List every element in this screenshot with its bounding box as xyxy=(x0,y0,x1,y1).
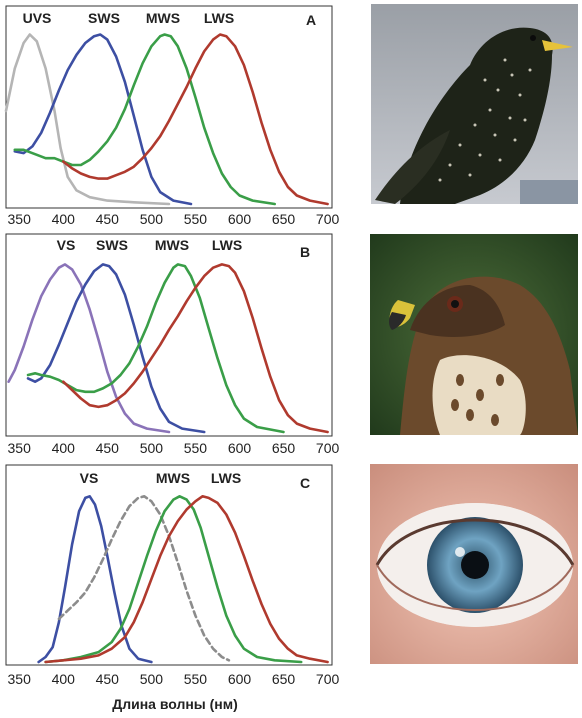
curve-lws-panel-b xyxy=(62,263,329,434)
tick-label-700-panel-a: 700 xyxy=(316,211,340,227)
tick-label-500-panel-b: 500 xyxy=(140,440,164,456)
panel-b-frame xyxy=(5,233,333,437)
tick-label-400-panel-a: 400 xyxy=(52,211,76,227)
tick-label-600-panel-b: 600 xyxy=(228,440,252,456)
label-mws-a: MWS xyxy=(146,10,180,26)
label-lws-a: LWS xyxy=(204,10,234,26)
label-lws-c: LWS xyxy=(211,470,241,486)
tick-label-700-panel-b: 700 xyxy=(316,440,340,456)
hawk-photo xyxy=(370,234,578,435)
label-mws-b: MWS xyxy=(155,237,189,253)
panel-c-frame xyxy=(5,464,333,666)
label-vs-b: VS xyxy=(57,237,76,253)
label-vs-c: VS xyxy=(80,470,99,486)
tick-label-400-panel-b: 400 xyxy=(52,440,76,456)
tick-label-550-panel-b: 550 xyxy=(184,440,208,456)
panel-a-letter: A xyxy=(306,12,316,28)
curve-lws-panel-c xyxy=(44,495,329,664)
panel-a-curves xyxy=(4,33,329,206)
tick-label-700-panel-c: 700 xyxy=(316,671,340,687)
panel-c-curves xyxy=(37,495,329,664)
label-sws-a: SWS xyxy=(88,10,120,26)
label-lws-b: LWS xyxy=(212,237,242,253)
human-eye-photo xyxy=(370,464,578,664)
panel-c-letter: C xyxy=(300,475,310,491)
starling-photo xyxy=(371,4,578,204)
curve-vs-panel-b xyxy=(7,263,171,434)
curve-lws-panel-a xyxy=(62,33,329,206)
curve-mws-panel-b xyxy=(26,263,285,434)
tick-label-400-panel-c: 400 xyxy=(52,671,76,687)
curve-uvs-panel-a xyxy=(4,33,171,206)
curve-vs-panel-c xyxy=(37,495,153,664)
tick-label-450-panel-b: 450 xyxy=(96,440,120,456)
panel-b-curves xyxy=(7,263,329,434)
panel-b-tick-labels: 350 400 450 500 550 600 650 700 xyxy=(8,440,340,456)
tick-label-450-panel-c: 450 xyxy=(96,671,120,687)
tick-label-600-panel-c: 600 xyxy=(228,671,252,687)
curve-mws-panel-a xyxy=(13,33,276,206)
label-uvs: UVS xyxy=(23,10,52,26)
curve-dashed-reference-panel-c xyxy=(57,495,231,662)
curve-mws-panel-c xyxy=(44,495,303,664)
tick-label-550-panel-c: 550 xyxy=(184,671,208,687)
tick-label-350-panel-b: 350 xyxy=(8,440,32,456)
label-mws-c: MWS xyxy=(156,470,190,486)
panel-a-tick-labels: 350 400 450 500 550 600 650 700 xyxy=(8,211,340,227)
panel-b-letter: B xyxy=(300,244,310,260)
tick-label-650-panel-b: 650 xyxy=(272,440,296,456)
curve-sws-panel-a xyxy=(13,33,193,206)
panel-c-tick-labels: 350 400 450 500 550 600 650 700 xyxy=(8,671,340,687)
tick-label-600-panel-a: 600 xyxy=(228,211,252,227)
tick-label-650-panel-a: 650 xyxy=(272,211,296,227)
curve-sws-panel-b xyxy=(26,263,206,434)
x-axis-label: Длина волны (нм) xyxy=(112,696,238,712)
tick-label-350-panel-a: 350 xyxy=(8,211,32,227)
tick-label-550-panel-a: 550 xyxy=(184,211,208,227)
tick-label-450-panel-a: 450 xyxy=(96,211,120,227)
tick-label-350-panel-c: 350 xyxy=(8,671,32,687)
tick-label-500-panel-c: 500 xyxy=(140,671,164,687)
tick-label-650-panel-c: 650 xyxy=(272,671,296,687)
label-sws-b: SWS xyxy=(96,237,128,253)
tick-label-500-panel-a: 500 xyxy=(140,211,164,227)
